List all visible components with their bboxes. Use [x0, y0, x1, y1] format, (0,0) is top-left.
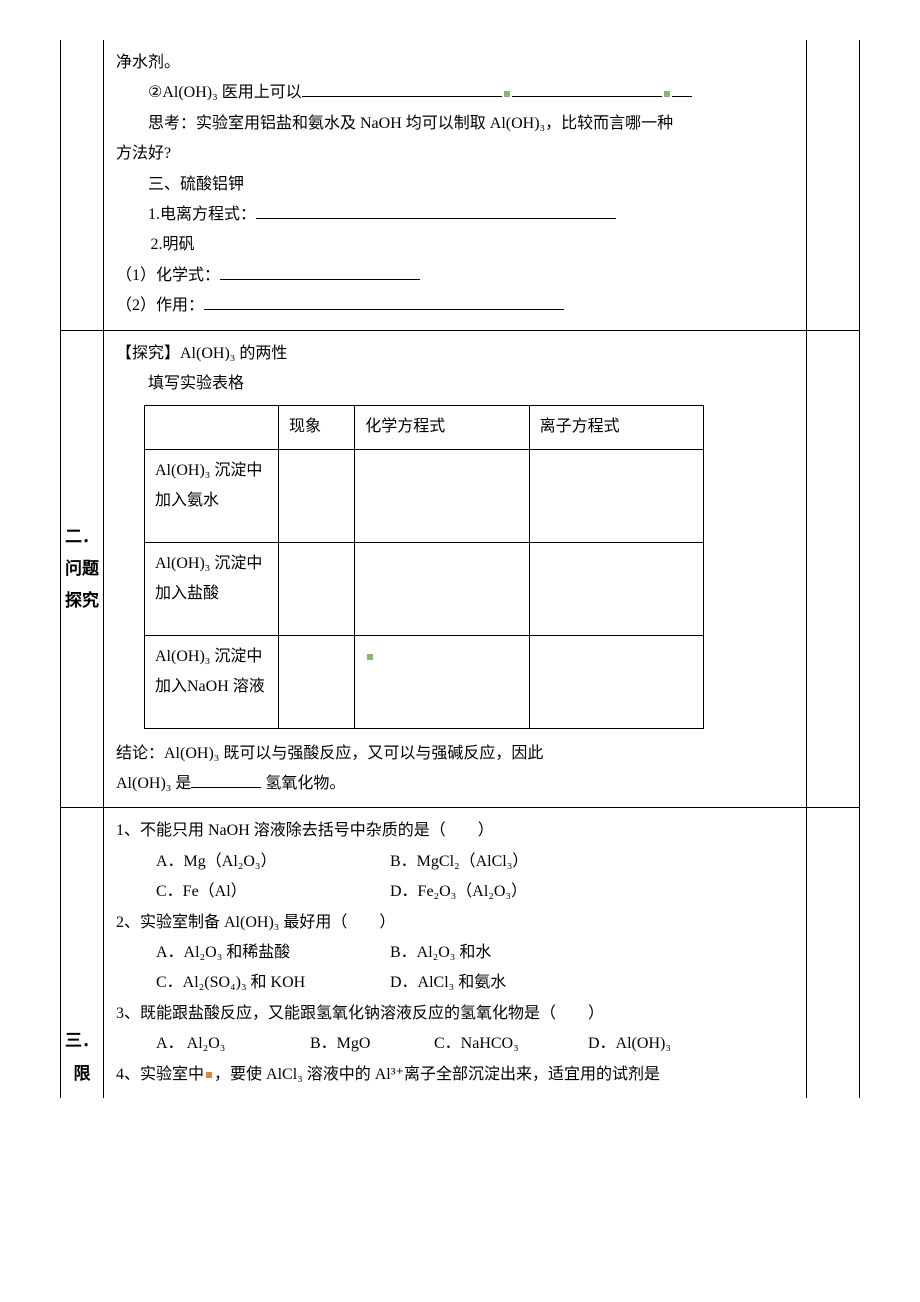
row3-side-label: 三．限 — [61, 808, 104, 1098]
conclusion-line2: Al(OH)₃ 是 氢氧化物。 — [116, 769, 794, 799]
sec3-1: 1.电离方程式： — [116, 200, 794, 230]
sec3-2-2: （2）作用： — [116, 291, 794, 321]
row2-line2: 填写实验表格 — [116, 369, 794, 399]
blank — [204, 293, 564, 310]
table-row: Al(OH)₃ 沉淀中加入盐酸 — [145, 542, 704, 635]
th-ion-eq: 离子方程式 — [529, 406, 703, 449]
sec3-2: 2.明矾 — [116, 230, 794, 260]
cell-empty — [355, 542, 529, 635]
sec3-2-1: （1）化学式： — [116, 261, 794, 291]
cell-empty — [355, 635, 529, 728]
cell-empty — [529, 449, 703, 542]
q2-options-ab: A．Al₂O₃ 和稀盐酸 B．Al₂O₃ 和水 — [116, 938, 794, 968]
cell-empty — [355, 449, 529, 542]
q1: 1、不能只用 NaOH 溶液除去括号中杂质的是（ ） — [116, 816, 794, 846]
q4: 4、实验室中，要使 AlCl₃ 溶液中的 Al³⁺离子全部沉淀出来，适宜用的试剂… — [116, 1060, 794, 1090]
th-chem-eq: 化学方程式 — [355, 406, 529, 449]
q1-options-ab: A．Mg（Al₂O₃） B．MgCl₂（AlCl₃） — [116, 847, 794, 877]
sec3-title: 三、硫酸铝钾 — [116, 170, 794, 200]
blank — [672, 80, 692, 97]
table-row: Al(OH)₃ 沉淀中加入氨水 — [145, 449, 704, 542]
marker-icon — [504, 91, 510, 97]
th-blank — [145, 406, 279, 449]
th-phenomenon: 现象 — [279, 406, 355, 449]
row3-right — [807, 808, 860, 1098]
cell-empty — [529, 542, 703, 635]
blank — [220, 263, 420, 280]
cell-label: Al(OH)₃ 沉淀中加入NaOH 溶液 — [145, 635, 279, 728]
marker-icon — [664, 91, 670, 97]
marker-icon — [367, 654, 373, 660]
table-row: Al(OH)₃ 沉淀中加入NaOH 溶液 — [145, 635, 704, 728]
row1-line1: 净水剂。 — [116, 48, 794, 78]
cell-empty — [279, 635, 355, 728]
cell-label: Al(OH)₃ 沉淀中加入盐酸 — [145, 542, 279, 635]
cell-label: Al(OH)₃ 沉淀中加入氨水 — [145, 449, 279, 542]
row3-content: 1、不能只用 NaOH 溶液除去括号中杂质的是（ ） A．Mg（Al₂O₃） B… — [104, 808, 807, 1098]
row1-side-label — [61, 40, 104, 330]
q2: 2、实验室制备 Al(OH)₃ 最好用（ ） — [116, 908, 794, 938]
q2-options-cd: C．Al₂(SO₄)₃ 和 KOH D．AlCl₃ 和氨水 — [116, 968, 794, 998]
q3-options: A． Al₂O₃ B．MgO C．NaHCO₃ D．Al(OH)₃ — [116, 1029, 794, 1059]
marker-icon — [206, 1072, 212, 1078]
cell-empty — [279, 449, 355, 542]
row2-right — [807, 330, 860, 808]
experiment-table: 现象 化学方程式 离子方程式 Al(OH)₃ 沉淀中加入氨水 Al(OH)₃ 沉… — [144, 405, 704, 728]
row1-line4: 方法好? — [116, 139, 794, 169]
row2-side-label: 二．问题探究 — [61, 330, 104, 808]
cell-empty — [529, 635, 703, 728]
row1-right — [807, 40, 860, 330]
row2-content: 【探究】Al(OH)₃ 的两性 填写实验表格 现象 化学方程式 离子方程式 Al… — [104, 330, 807, 808]
cell-empty — [279, 542, 355, 635]
q3: 3、既能跟盐酸反应，又能跟氢氧化钠溶液反应的氢氧化物是（ ） — [116, 999, 794, 1029]
q1-options-cd: C．Fe（Al） D．Fe₂O₃（Al₂O₃） — [116, 877, 794, 907]
row1-line3: 思考：实验室用铝盐和氨水及 NaOH 均可以制取 Al(OH)₃，比较而言哪一种 — [116, 109, 794, 139]
blank — [512, 80, 662, 97]
row2-line1: 【探究】Al(OH)₃ 的两性 — [116, 339, 794, 369]
row1-line2: ②Al(OH)₃ 医用上可以 — [116, 78, 794, 108]
blank — [302, 80, 502, 97]
conclusion-line1: 结论：Al(OH)₃ 既可以与强酸反应，又可以与强碱反应，因此 — [116, 739, 794, 769]
blank — [256, 202, 616, 219]
blank — [191, 771, 261, 788]
row1-content: 净水剂。 ②Al(OH)₃ 医用上可以 思考：实验室用铝盐和氨水及 NaOH 均… — [104, 40, 807, 330]
